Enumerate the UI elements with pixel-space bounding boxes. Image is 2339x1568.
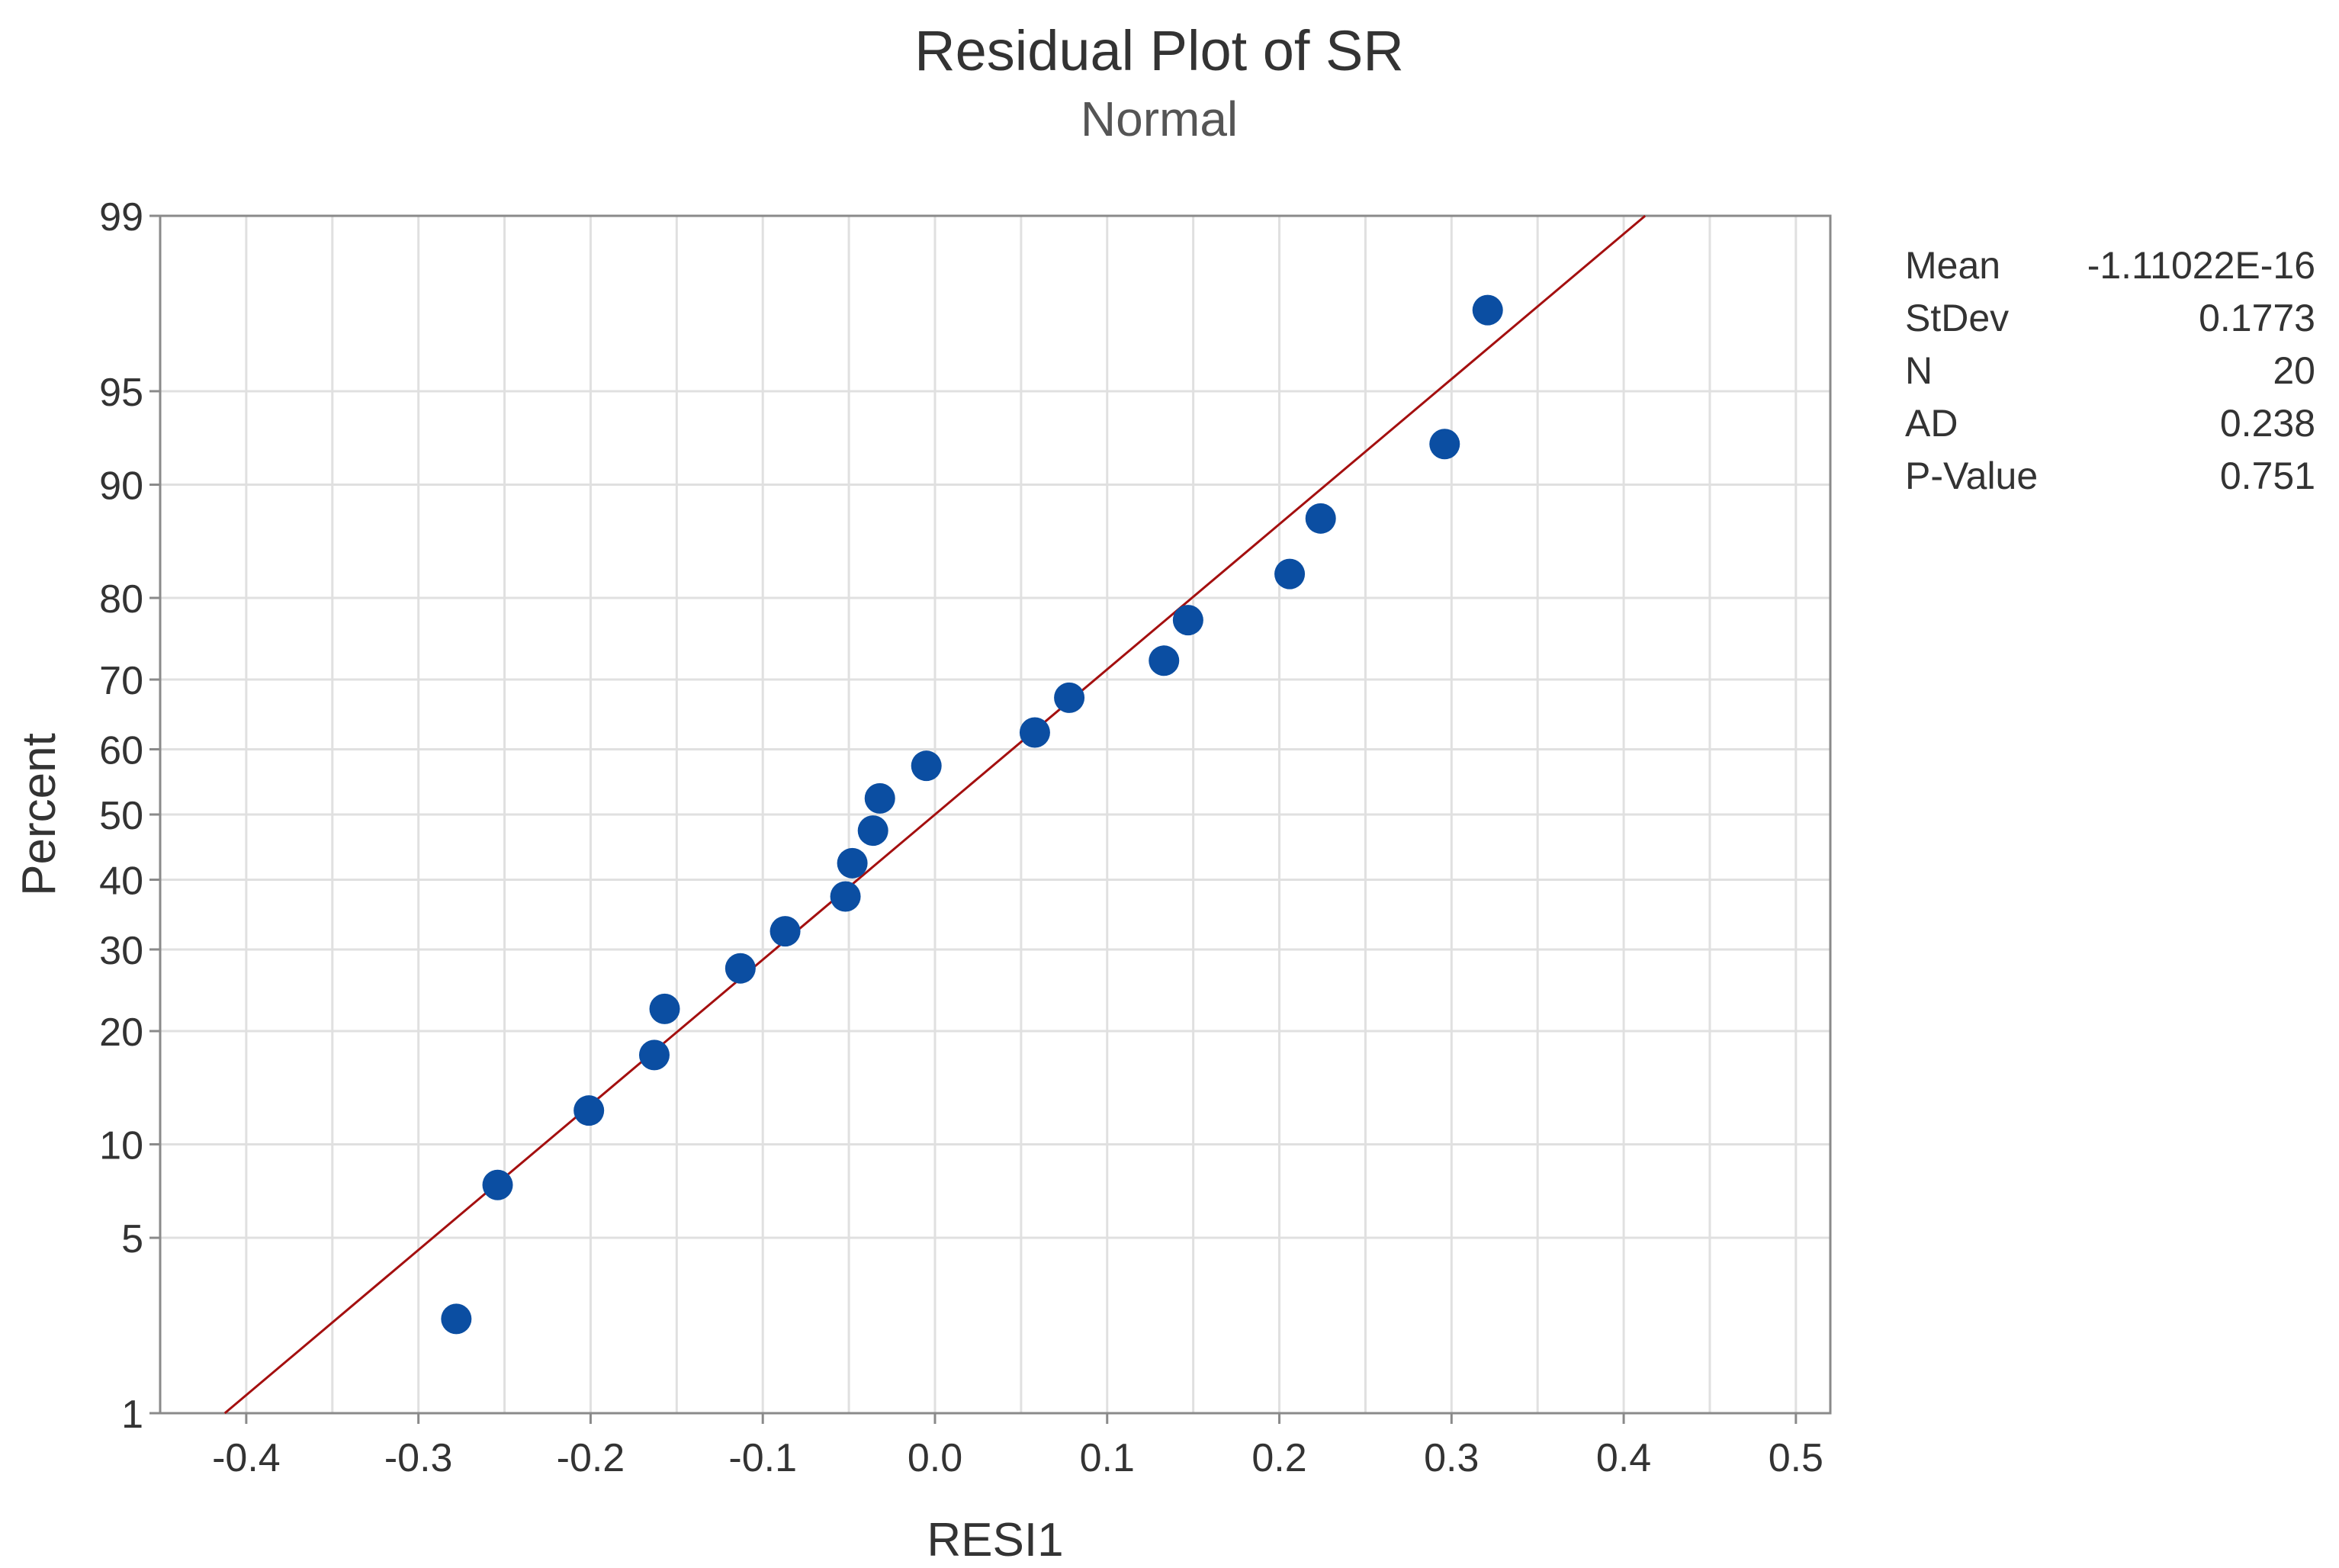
y-tick-label: 99 xyxy=(99,195,143,239)
data-point xyxy=(837,847,868,879)
stat-label: AD xyxy=(1905,402,1958,445)
x-tick-label: 0.4 xyxy=(1596,1436,1651,1480)
stat-value: -1.11022E-16 xyxy=(2087,244,2315,287)
y-tick-label: 90 xyxy=(99,464,143,509)
data-point xyxy=(649,993,680,1024)
data-point xyxy=(830,881,861,912)
data-point xyxy=(482,1169,513,1200)
data-point xyxy=(1305,503,1336,534)
x-tick-label: 0.0 xyxy=(908,1436,962,1480)
stat-label: StDev xyxy=(1905,297,2009,339)
x-axis-label: RESI1 xyxy=(927,1514,1063,1566)
data-point xyxy=(725,953,756,984)
x-tick-label: -0.4 xyxy=(212,1436,281,1480)
stat-label: P-Value xyxy=(1905,455,2038,497)
stat-label: N xyxy=(1905,349,1933,392)
data-point xyxy=(1274,558,1306,590)
data-point xyxy=(1149,645,1180,676)
data-point xyxy=(769,916,801,947)
data-point xyxy=(1054,682,1085,713)
axis-ticks xyxy=(149,214,1798,1424)
y-tick-label: 20 xyxy=(99,1011,143,1055)
data-points xyxy=(441,294,1503,1335)
fit-line xyxy=(223,214,1647,1415)
data-point xyxy=(1019,717,1050,748)
data-point xyxy=(864,782,895,814)
statistics-table: Mean -1.11022E-16 StDev 0.1773 N 20 AD 0.238 P-V… xyxy=(1905,244,2315,497)
stat-value: 20 xyxy=(2273,349,2315,392)
y-tick-label: 80 xyxy=(99,577,143,622)
y-tick-labels: 1 5 10 20 30 40 50 60 70 80 90 95 99 xyxy=(99,195,143,1437)
y-tick-label: 1 xyxy=(121,1393,143,1437)
x-tick-label: -0.2 xyxy=(557,1436,625,1480)
data-point xyxy=(1172,605,1203,636)
data-point xyxy=(638,1039,670,1071)
y-tick-label: 5 xyxy=(121,1217,143,1261)
data-point xyxy=(1472,294,1503,326)
chart-subtitle: Normal xyxy=(1081,92,1238,146)
stat-value: 0.238 xyxy=(2220,402,2315,445)
stat-label: Mean xyxy=(1905,244,2000,287)
x-tick-label: -0.1 xyxy=(728,1436,797,1480)
x-tick-label: 0.5 xyxy=(1769,1436,1823,1480)
data-point xyxy=(441,1303,472,1335)
data-point xyxy=(911,750,942,782)
data-point xyxy=(574,1095,605,1126)
y-tick-label: 30 xyxy=(99,929,143,973)
x-tick-label: 0.1 xyxy=(1080,1436,1135,1480)
x-tick-label: 0.3 xyxy=(1424,1436,1479,1480)
chart-title: Residual Plot of SR xyxy=(914,19,1404,82)
x-tick-label: -0.3 xyxy=(384,1436,453,1480)
stat-value: 0.1773 xyxy=(2199,297,2315,339)
y-tick-label: 95 xyxy=(99,371,143,415)
x-tick-labels: -0.4 -0.3 -0.2 -0.1 0.0 0.1 0.2 0.3 0.4 0.5 xyxy=(212,1436,1823,1480)
x-tick-label: 0.2 xyxy=(1251,1436,1306,1480)
y-tick-label: 10 xyxy=(99,1123,143,1168)
y-tick-label: 70 xyxy=(99,659,143,703)
data-point xyxy=(857,815,888,847)
y-axis-label: Percent xyxy=(13,733,66,896)
y-tick-label: 40 xyxy=(99,859,143,903)
y-tick-label: 60 xyxy=(99,729,143,773)
y-tick-label: 50 xyxy=(99,794,143,838)
stat-value: 0.751 xyxy=(2220,455,2315,497)
data-point xyxy=(1429,429,1460,460)
